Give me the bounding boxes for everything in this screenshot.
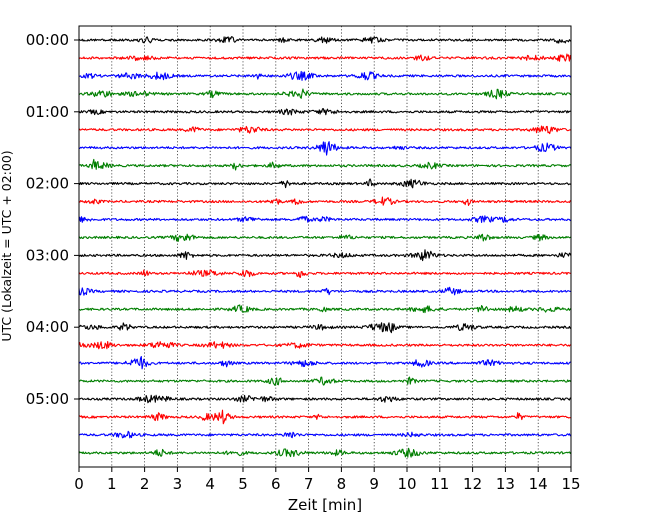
y-ticks: 00:00 01:00 02:00 03:00 04:00 05:00 bbox=[26, 31, 79, 408]
seismogram-trace-0445 bbox=[78, 376, 572, 386]
seismogram-trace-0200 bbox=[78, 178, 572, 189]
seismogram-trace-0545 bbox=[78, 447, 572, 458]
x-tick-label: 0 bbox=[74, 475, 84, 493]
y-tick-label: 02:00 bbox=[26, 175, 69, 193]
seismogram-trace-0000 bbox=[78, 36, 572, 44]
plot-frame bbox=[78, 25, 572, 468]
seismogram-trace-0130 bbox=[78, 141, 572, 156]
y-axis-label: UTC (Lokalzeit = UTC + 02:00) bbox=[0, 150, 14, 341]
x-tick-label: 6 bbox=[271, 475, 281, 493]
x-axis-label: Zeit [min] bbox=[288, 496, 362, 514]
seismogram-trace-0345 bbox=[78, 304, 572, 314]
x-tick-label: 1 bbox=[107, 475, 117, 493]
x-tick-label: 11 bbox=[430, 475, 449, 493]
x-tick-label: 14 bbox=[529, 475, 548, 493]
seismogram-trace-0015 bbox=[78, 53, 572, 62]
x-ticks: 0 1 2 3 4 5 6 7 8 9 10 11 12 13 14 15 bbox=[74, 467, 581, 493]
seismogram-trace-0145 bbox=[78, 158, 572, 171]
x-tick-label: 15 bbox=[561, 475, 580, 493]
x-tick-label: 7 bbox=[304, 475, 314, 493]
seismogram-trace-0430 bbox=[78, 355, 572, 370]
seismogram-trace-0530 bbox=[78, 430, 572, 439]
seismogram-trace-0515 bbox=[78, 409, 572, 425]
seismogram-trace-0230 bbox=[78, 215, 572, 224]
y-tick-label: 05:00 bbox=[26, 390, 69, 408]
x-tick-label: 3 bbox=[173, 475, 183, 493]
y-tick-label: 04:00 bbox=[26, 318, 69, 336]
seismogram-trace-0330 bbox=[78, 286, 572, 296]
x-tick-label: 10 bbox=[397, 475, 416, 493]
y-tick-label: 00:00 bbox=[26, 31, 69, 49]
seismogram-trace-0030 bbox=[78, 70, 572, 81]
x-tick-label: 2 bbox=[140, 475, 150, 493]
x-tick-label: 8 bbox=[337, 475, 347, 493]
seismogram-trace-0115 bbox=[78, 125, 572, 135]
seismogram-trace-0045 bbox=[78, 88, 572, 100]
x-tick-label: 4 bbox=[205, 475, 215, 493]
seismogram-trace-0415 bbox=[78, 341, 572, 350]
y-tick-label: 01:00 bbox=[26, 103, 69, 121]
trace-layer bbox=[78, 36, 572, 458]
seismogram-trace-0245 bbox=[78, 233, 572, 242]
seismogram-trace-0315 bbox=[78, 269, 572, 278]
seismogram-trace-0500 bbox=[78, 394, 572, 404]
seismogram-trace-0300 bbox=[78, 249, 572, 262]
seismogram-trace-0400 bbox=[78, 322, 572, 334]
x-tick-label: 9 bbox=[369, 475, 379, 493]
seismogram-trace-0215 bbox=[78, 196, 572, 206]
x-tick-label: 12 bbox=[463, 475, 482, 493]
y-tick-label: 03:00 bbox=[26, 246, 69, 264]
seismogram-trace-0100 bbox=[78, 108, 572, 116]
grid-layer bbox=[111, 26, 539, 467]
x-tick-label: 5 bbox=[238, 475, 248, 493]
x-tick-label: 13 bbox=[496, 475, 515, 493]
